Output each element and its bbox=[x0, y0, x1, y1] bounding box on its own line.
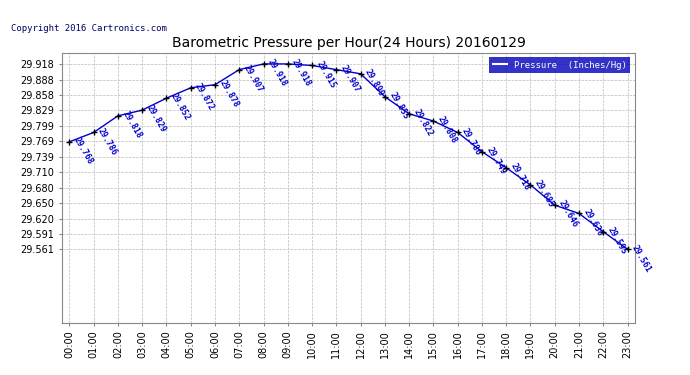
Text: 29.872: 29.872 bbox=[193, 81, 216, 112]
Text: 29.852: 29.852 bbox=[169, 92, 192, 122]
Text: 29.786: 29.786 bbox=[96, 126, 119, 157]
Text: 29.918: 29.918 bbox=[290, 58, 313, 88]
Text: 29.768: 29.768 bbox=[72, 135, 95, 166]
Text: 29.915: 29.915 bbox=[315, 59, 337, 90]
Text: 29.899: 29.899 bbox=[363, 68, 386, 98]
Text: 29.818: 29.818 bbox=[120, 110, 143, 140]
Text: 29.749: 29.749 bbox=[484, 146, 507, 176]
Text: 29.595: 29.595 bbox=[606, 225, 629, 256]
Text: 29.685: 29.685 bbox=[533, 178, 555, 209]
Text: 29.918: 29.918 bbox=[266, 58, 288, 88]
Title: Barometric Pressure per Hour(24 Hours) 20160129: Barometric Pressure per Hour(24 Hours) 2… bbox=[172, 36, 525, 50]
Text: 29.630: 29.630 bbox=[582, 207, 604, 238]
Text: 29.808: 29.808 bbox=[436, 115, 459, 145]
Legend: Pressure  (Inches/Hg): Pressure (Inches/Hg) bbox=[489, 57, 630, 73]
Text: 29.878: 29.878 bbox=[217, 78, 240, 109]
Text: 29.907: 29.907 bbox=[241, 63, 264, 94]
Text: 29.829: 29.829 bbox=[145, 104, 168, 134]
Text: 29.907: 29.907 bbox=[339, 63, 362, 94]
Text: 29.646: 29.646 bbox=[557, 199, 580, 230]
Text: 29.855: 29.855 bbox=[387, 90, 410, 121]
Text: Copyright 2016 Cartronics.com: Copyright 2016 Cartronics.com bbox=[10, 24, 166, 33]
Text: 29.786: 29.786 bbox=[460, 126, 483, 157]
Text: 29.718: 29.718 bbox=[509, 162, 531, 192]
Text: 29.561: 29.561 bbox=[630, 243, 653, 273]
Text: 29.822: 29.822 bbox=[411, 108, 434, 138]
